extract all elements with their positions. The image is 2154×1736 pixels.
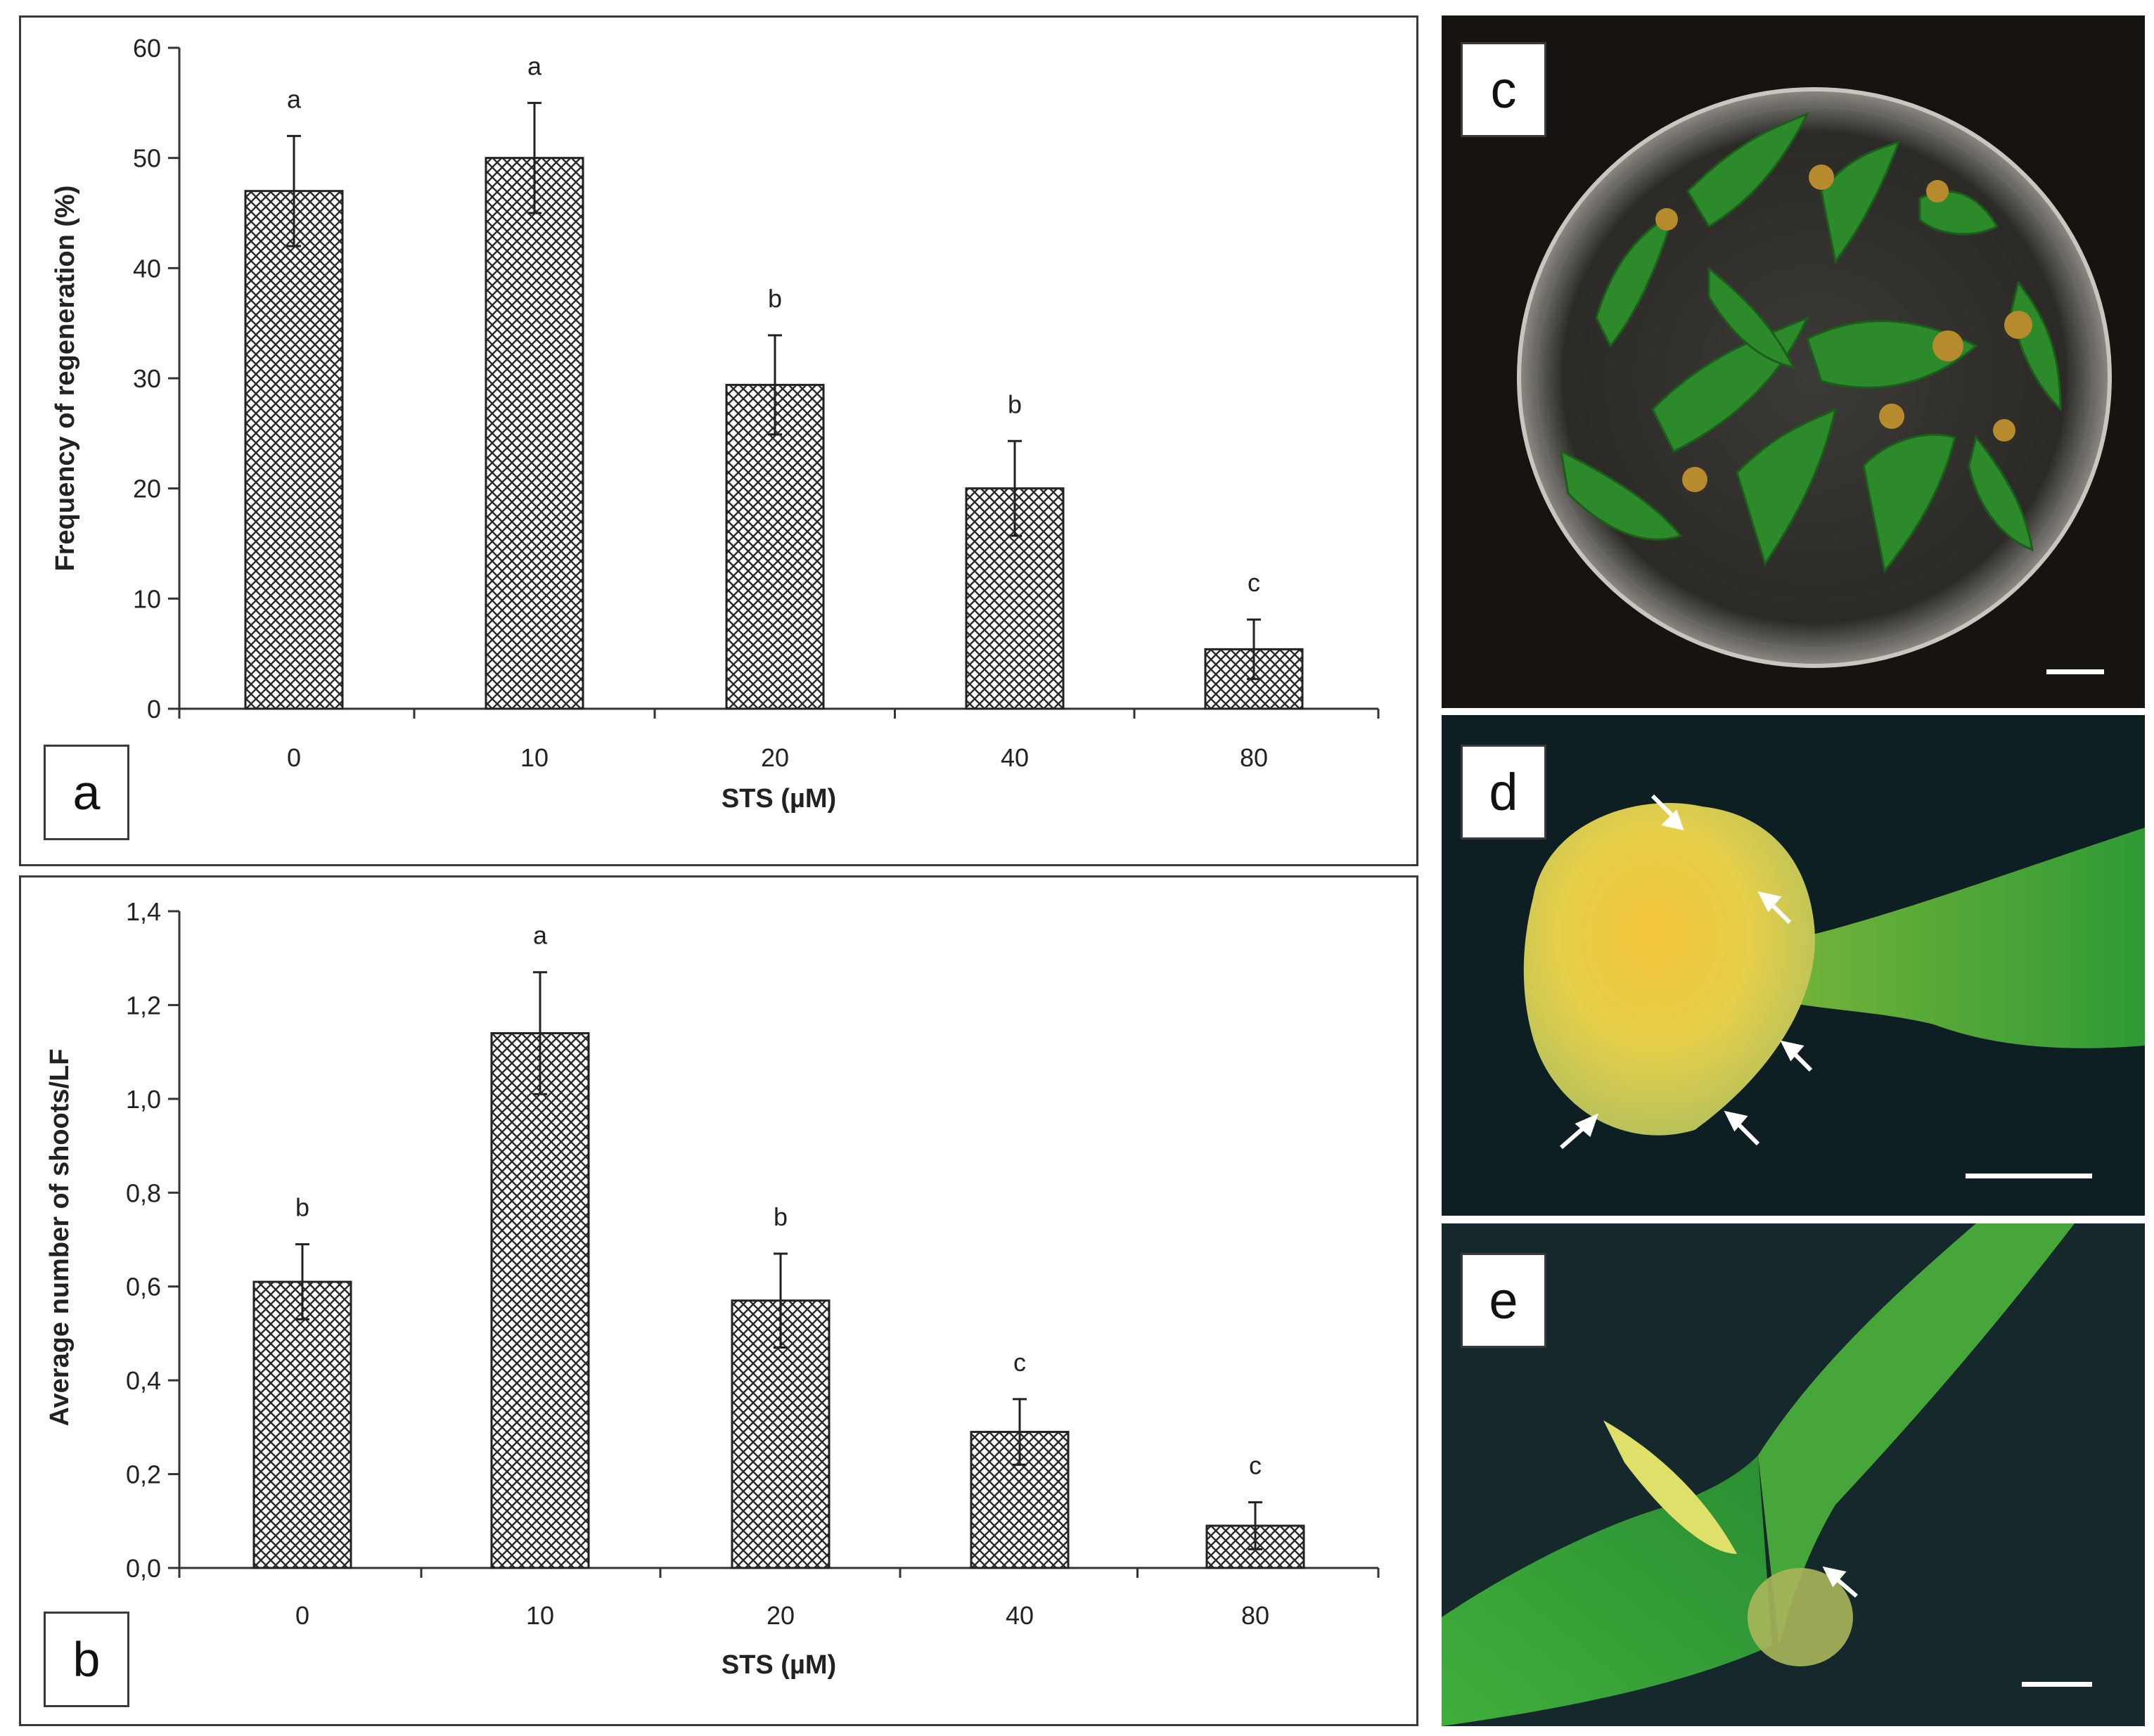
panel-label-c: c (1461, 42, 1546, 137)
photo-shoot: e (1442, 1223, 2145, 1726)
panel-label-e: e (1461, 1253, 1546, 1348)
panel-label-d: d (1461, 745, 1546, 840)
scale-bar-c (2046, 669, 2104, 674)
chart-panel-b (19, 875, 1418, 1726)
photo-callus: d (1442, 715, 2145, 1216)
chart-panel-a (19, 15, 1418, 866)
scale-bar-e (2022, 1682, 2092, 1687)
panel-label-a: a (44, 745, 129, 840)
scale-bar-d (1966, 1174, 2092, 1178)
panel-label-b: b (44, 1612, 129, 1707)
photo-petri-dish: c (1442, 15, 2145, 708)
